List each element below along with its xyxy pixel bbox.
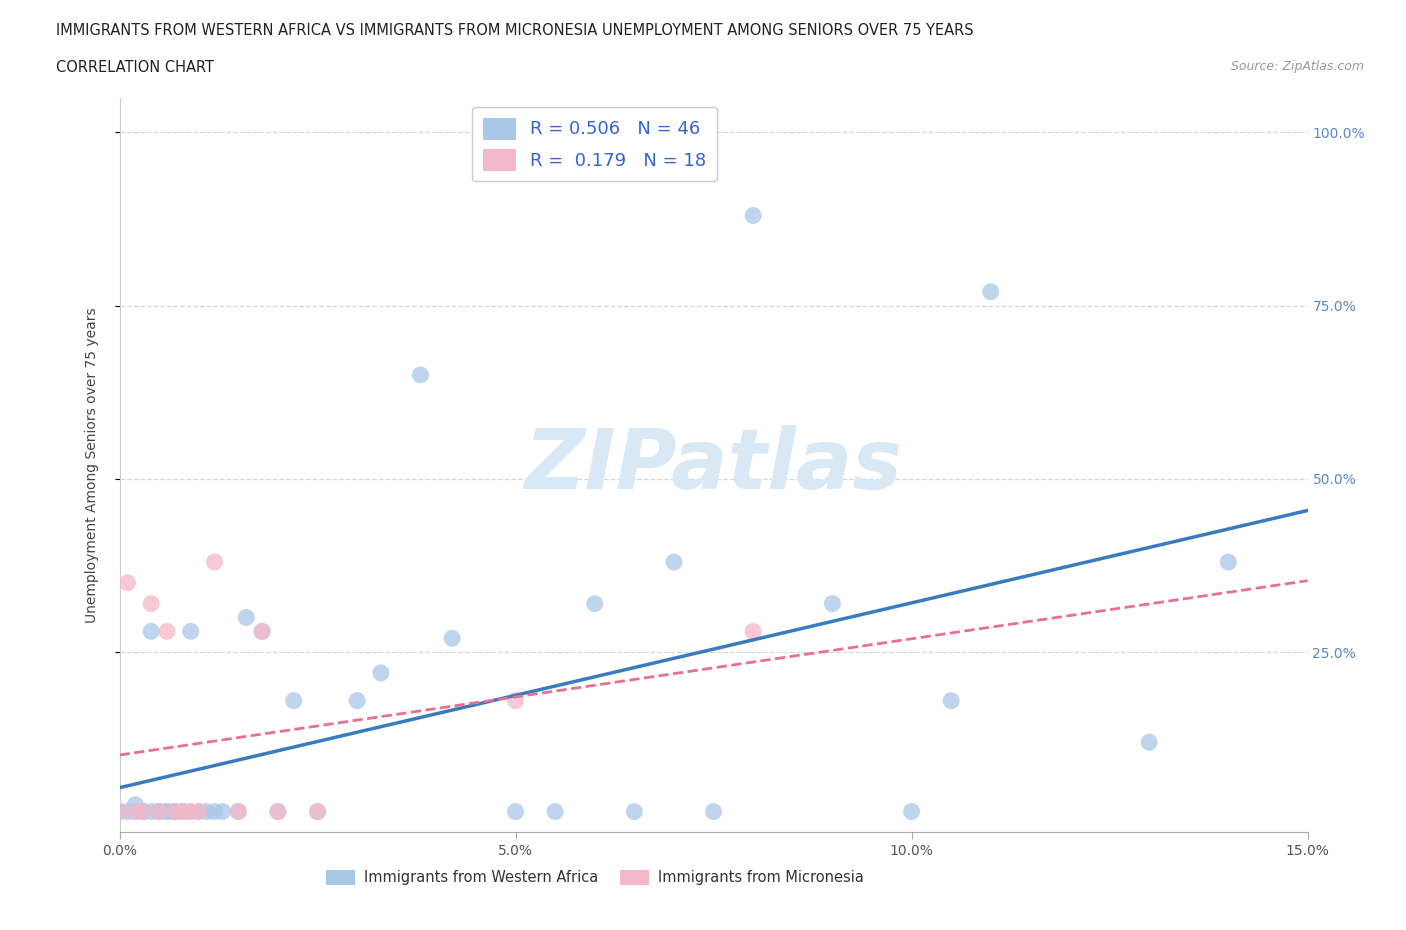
Point — [163, 804, 186, 819]
Point — [346, 693, 368, 708]
Point — [900, 804, 922, 819]
Point — [163, 804, 186, 819]
Point — [156, 624, 179, 639]
Point — [163, 804, 186, 819]
Point — [132, 804, 155, 819]
Point — [267, 804, 290, 819]
Point — [124, 797, 146, 812]
Point — [250, 624, 273, 639]
Point — [662, 554, 685, 569]
Point — [148, 804, 170, 819]
Y-axis label: Unemployment Among Seniors over 75 years: Unemployment Among Seniors over 75 years — [84, 307, 98, 623]
Text: CORRELATION CHART: CORRELATION CHART — [56, 60, 214, 75]
Point — [283, 693, 305, 708]
Point — [544, 804, 567, 819]
Point — [623, 804, 645, 819]
Point — [204, 554, 226, 569]
Point — [228, 804, 250, 819]
Point — [124, 804, 146, 819]
Point — [235, 610, 257, 625]
Point — [204, 804, 226, 819]
Point — [980, 285, 1002, 299]
Point — [228, 804, 250, 819]
Legend: Immigrants from Western Africa, Immigrants from Micronesia: Immigrants from Western Africa, Immigran… — [321, 864, 869, 891]
Point — [141, 596, 163, 611]
Point — [742, 624, 765, 639]
Point — [148, 804, 170, 819]
Point — [370, 666, 392, 681]
Point — [132, 804, 155, 819]
Point — [180, 624, 202, 639]
Point — [148, 804, 170, 819]
Point — [1137, 735, 1160, 750]
Point — [583, 596, 606, 611]
Text: Source: ZipAtlas.com: Source: ZipAtlas.com — [1230, 60, 1364, 73]
Point — [156, 804, 179, 819]
Point — [187, 804, 209, 819]
Point — [250, 624, 273, 639]
Point — [195, 804, 218, 819]
Text: IMMIGRANTS FROM WESTERN AFRICA VS IMMIGRANTS FROM MICRONESIA UNEMPLOYMENT AMONG : IMMIGRANTS FROM WESTERN AFRICA VS IMMIGR… — [56, 23, 974, 38]
Point — [108, 804, 131, 819]
Point — [148, 804, 170, 819]
Point — [117, 576, 139, 591]
Point — [702, 804, 725, 819]
Point — [821, 596, 844, 611]
Point — [939, 693, 962, 708]
Point — [307, 804, 329, 819]
Point — [505, 693, 527, 708]
Point — [180, 804, 202, 819]
Text: ZIPatlas: ZIPatlas — [524, 424, 903, 506]
Point — [505, 804, 527, 819]
Point — [172, 804, 194, 819]
Point — [267, 804, 290, 819]
Point — [1218, 554, 1240, 569]
Point — [180, 804, 202, 819]
Point — [307, 804, 329, 819]
Point — [124, 804, 146, 819]
Point — [409, 367, 432, 382]
Point — [441, 631, 464, 645]
Point — [117, 804, 139, 819]
Point — [156, 804, 179, 819]
Point — [132, 804, 155, 819]
Point — [742, 208, 765, 223]
Point — [211, 804, 233, 819]
Point — [108, 804, 131, 819]
Point — [141, 624, 163, 639]
Point — [187, 804, 209, 819]
Point — [172, 804, 194, 819]
Point — [172, 804, 194, 819]
Point — [141, 804, 163, 819]
